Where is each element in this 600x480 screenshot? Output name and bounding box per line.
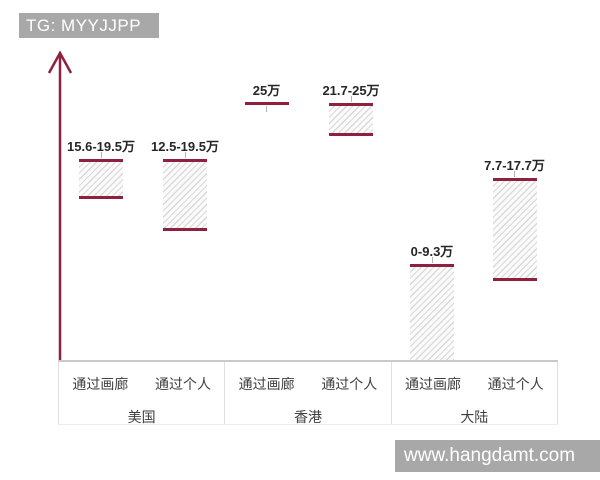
method-row: 通过画廊 通过个人 bbox=[59, 362, 224, 394]
method-row: 通过画廊 通过个人 bbox=[225, 362, 390, 394]
bar-range-label: 15.6-19.5万 bbox=[67, 139, 135, 154]
label-leader-tick bbox=[514, 171, 515, 177]
group-cell-usa: 通过画廊 通过个人 美国 bbox=[59, 362, 226, 425]
range-bar bbox=[79, 159, 123, 199]
label-leader-tick bbox=[100, 152, 102, 158]
range-bar bbox=[329, 103, 373, 136]
bar-range-label: 7.7-17.7万 bbox=[484, 158, 545, 173]
y-axis-up-arrow-icon bbox=[47, 50, 73, 360]
range-bar bbox=[410, 264, 454, 360]
label-leader-tick bbox=[184, 152, 186, 158]
region-label-mainland: 大陆 bbox=[460, 409, 489, 425]
group-cell-hongkong: 通过画廊 通过个人 香港 bbox=[225, 362, 392, 425]
method-label: 通过个人 bbox=[487, 376, 544, 392]
method-label: 通过个人 bbox=[154, 376, 211, 392]
label-leader-tick bbox=[350, 96, 352, 102]
label-leader-tick bbox=[266, 106, 267, 112]
bar-range-label: 12.5-19.5万 bbox=[151, 139, 219, 154]
telegram-watermark-text: TG: MYYJJPP bbox=[26, 16, 142, 35]
method-label: 通过画廊 bbox=[72, 376, 129, 392]
method-label: 通过个人 bbox=[321, 376, 378, 392]
method-label: 通过画廊 bbox=[404, 376, 461, 392]
label-leader-tick bbox=[431, 257, 433, 263]
group-cell-mainland: 通过画廊 通过个人 大陆 bbox=[392, 362, 558, 425]
website-watermark-badge: www.hangdamt.com bbox=[395, 440, 600, 472]
bar-range-label: 21.7-25万 bbox=[322, 83, 380, 98]
range-bar bbox=[163, 159, 207, 231]
website-watermark-text: www.hangdamt.com bbox=[404, 445, 576, 466]
bar-range-label: 0-9.3万 bbox=[410, 244, 454, 259]
method-label: 通过画廊 bbox=[238, 376, 295, 392]
region-label-usa: 美国 bbox=[127, 409, 156, 425]
method-row: 通过画廊 通过个人 bbox=[392, 362, 557, 394]
bar-range-label: 25万 bbox=[252, 83, 281, 98]
x-axis-table: 通过画廊 通过个人 美国 通过画廊 通过个人 香港 通过画廊 通过个人 大陆 bbox=[58, 360, 558, 425]
region-label-hongkong: 香港 bbox=[293, 409, 322, 425]
single-value-line bbox=[244, 101, 289, 105]
range-bar bbox=[492, 178, 537, 281]
telegram-watermark-badge: TG: MYYJJPP bbox=[19, 13, 159, 38]
